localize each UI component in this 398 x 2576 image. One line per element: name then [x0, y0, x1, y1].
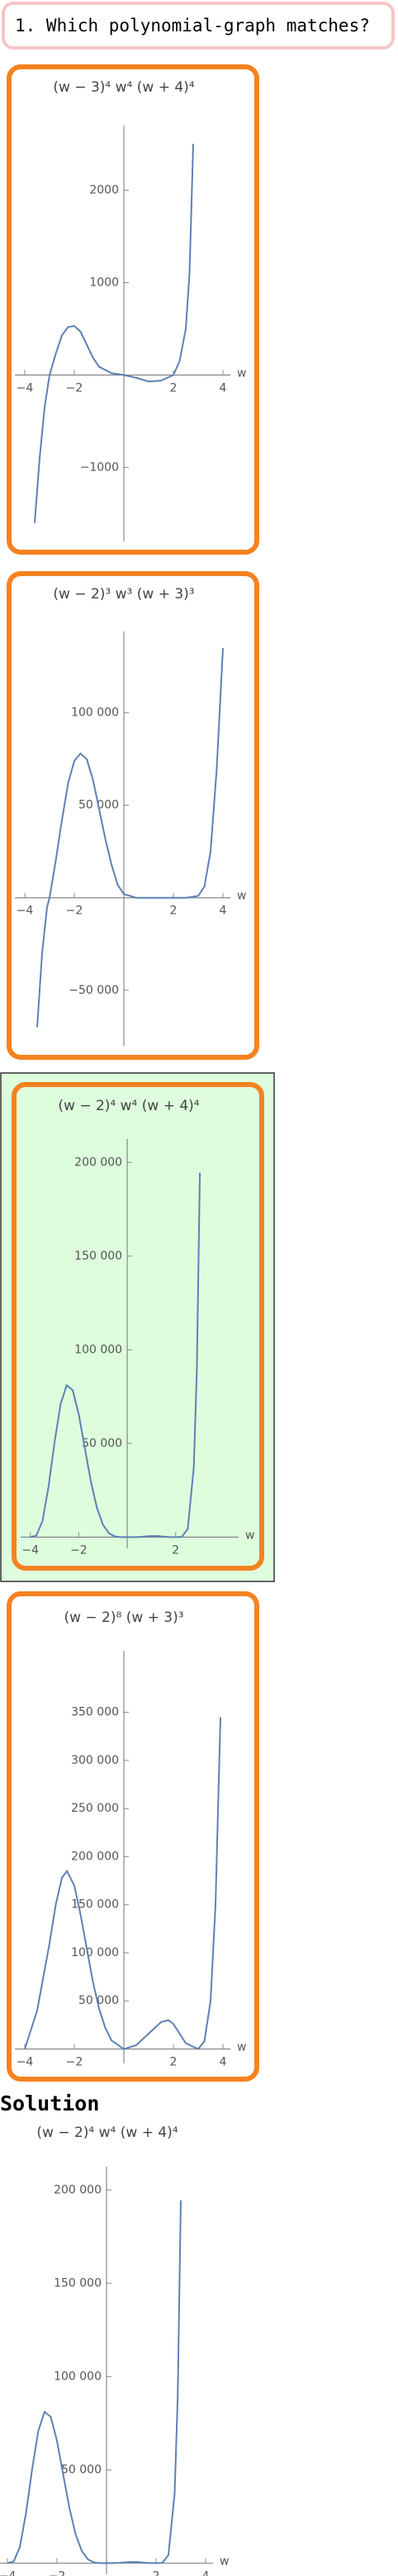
x-tick-label: 2 — [170, 2056, 178, 2069]
x-tick-label: 2 — [172, 1543, 179, 1557]
y-tick-label: 150 000 — [74, 1250, 122, 1263]
y-tick-label: 50 000 — [61, 2463, 102, 2476]
y-tick-label: 50 000 — [78, 1994, 119, 2007]
option-box[interactable] — [7, 64, 259, 555]
x-tick-label: −2 — [66, 905, 83, 918]
y-tick-label: 100 000 — [74, 1343, 122, 1356]
chart-title: (w − 2)³ w³ (w + 3)³ — [53, 586, 194, 603]
x-tick-label: 2 — [170, 381, 178, 395]
curve — [7, 2200, 182, 2564]
x-tick-label: 4 — [220, 2056, 227, 2069]
x-tick-label: 2 — [153, 2569, 160, 2576]
y-tick-label: −1000 — [80, 461, 119, 474]
chart-title: (w − 2)⁸ (w + 3)³ — [64, 1609, 183, 1626]
y-tick-label: 200 000 — [71, 1850, 119, 1863]
selected-panel — [0, 1072, 275, 1582]
y-tick-label: 350 000 — [71, 1706, 119, 1719]
x-tick-label: −4 — [17, 905, 34, 918]
y-tick-label: 100 000 — [54, 2370, 102, 2383]
option-box[interactable] — [12, 1082, 264, 1571]
question: 1. Which polynomial-graph matches? — [15, 16, 370, 35]
y-tick-label: 300 000 — [71, 1754, 119, 1767]
x-tick-label: −4 — [17, 381, 34, 395]
curve — [30, 1172, 201, 1539]
curve — [36, 648, 224, 1028]
x-tick-label: −2 — [49, 2569, 66, 2576]
y-tick-label: −50 000 — [69, 984, 119, 997]
option-box[interactable] — [7, 1591, 259, 2082]
x-tick-label: −4 — [0, 2569, 16, 2576]
chart-title: (w − 2)⁴ w⁴ (w + 4)⁴ — [58, 1098, 199, 1114]
x-axis-label: w — [220, 2555, 229, 2568]
solution-label: Solution — [0, 2092, 99, 2115]
question-box — [2, 2, 395, 50]
x-tick-label: 4 — [220, 381, 227, 395]
x-tick-label: −2 — [70, 1543, 88, 1557]
x-tick-label: −4 — [21, 1543, 39, 1557]
curve — [34, 144, 194, 523]
y-tick-label: 2000 — [89, 183, 119, 196]
x-tick-label: 4 — [202, 2569, 210, 2576]
y-tick-label: 150 000 — [71, 1898, 119, 1912]
y-tick-label: 200 000 — [54, 2183, 102, 2196]
x-tick-label: 2 — [170, 905, 178, 918]
curve — [24, 1717, 221, 2050]
x-tick-label: 4 — [220, 905, 227, 918]
y-tick-label: 150 000 — [54, 2276, 102, 2290]
y-tick-label: 250 000 — [71, 1802, 119, 1815]
chart-title: (w − 3)⁴ w⁴ (w + 4)⁴ — [53, 79, 194, 96]
x-axis-label: w — [237, 2041, 246, 2054]
x-axis-label: w — [245, 1529, 254, 1542]
x-axis-label: w — [237, 366, 246, 380]
y-tick-label: 50 000 — [82, 1437, 122, 1450]
x-tick-label: −2 — [66, 381, 83, 395]
y-tick-label: 100 000 — [71, 707, 119, 720]
y-tick-label: 100 000 — [71, 1946, 119, 1959]
option-box[interactable] — [7, 571, 259, 1060]
x-axis-label: w — [237, 890, 246, 903]
x-tick-label: −2 — [66, 2056, 83, 2069]
x-tick-label: −4 — [17, 2056, 34, 2069]
y-tick-label: 1000 — [89, 276, 119, 289]
y-tick-label: 200 000 — [74, 1156, 122, 1169]
chart-title: (w − 2)⁴ w⁴ (w + 4)⁴ — [36, 2125, 178, 2141]
